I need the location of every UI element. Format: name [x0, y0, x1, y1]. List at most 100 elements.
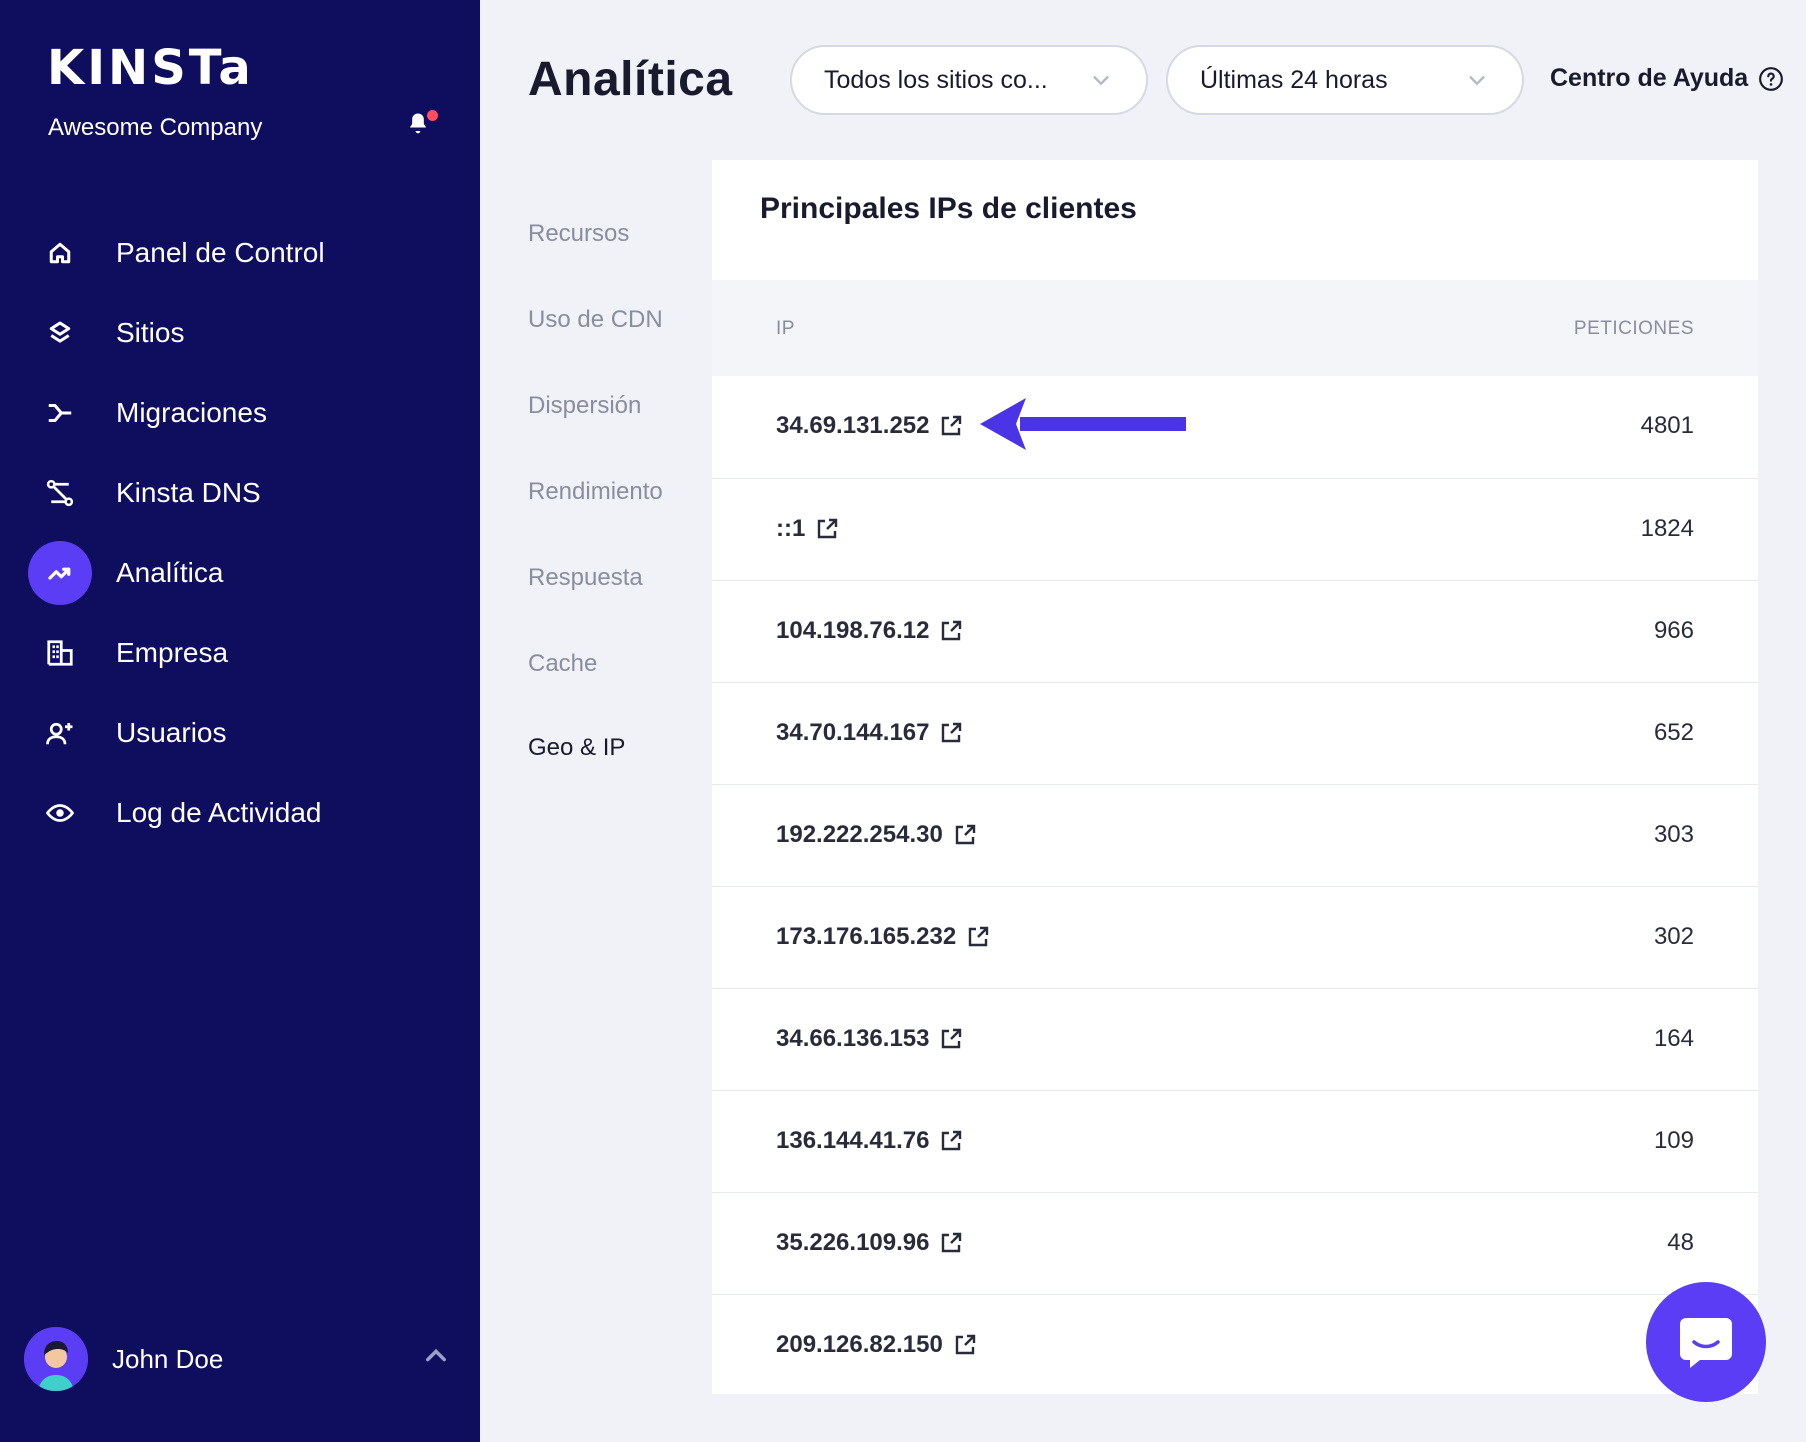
external-link-icon	[942, 1232, 962, 1253]
request-count: 303	[1653, 821, 1694, 848]
table-row: 34.70.144.167 652	[712, 682, 1758, 784]
sidebar: KINSTa Awesome Company Panel de Control …	[0, 0, 480, 1442]
chat-icon	[1680, 1318, 1732, 1368]
home-icon	[28, 221, 92, 285]
sidebar-item-label: Empresa	[116, 637, 229, 668]
ip-link[interactable]: 34.69.131.252	[776, 412, 963, 440]
sidebar-item-label: Analítica	[116, 557, 224, 588]
external-link-icon	[942, 722, 962, 743]
add-user-icon	[28, 701, 92, 765]
ip-address: 209.126.82.150	[776, 1331, 943, 1358]
sidebar-nav: Panel de Control Sitios Migraciones Kins…	[0, 213, 480, 853]
sidebar-item-usuarios[interactable]: Usuarios	[0, 693, 480, 773]
time-filter-dropdown[interactable]: Últimas 24 horas	[1166, 45, 1524, 115]
external-link-icon	[942, 415, 962, 436]
top-client-ips-card: Principales IPs de clientes IP PETICIONE…	[712, 160, 1758, 1394]
ip-table-body: 34.69.131.252 4801 ::1 1824 104.198.76.1…	[712, 376, 1758, 1396]
help-center-label: Centro de Ayuda	[1550, 64, 1749, 92]
table-row: 35.226.109.96 48	[712, 1192, 1758, 1294]
external-link-icon	[955, 1334, 976, 1355]
sidebar-item-label: Log de Actividad	[116, 797, 322, 828]
ip-link[interactable]: 209.126.82.150	[776, 1331, 977, 1359]
user-menu[interactable]: John Doe	[0, 1320, 480, 1400]
ip-link[interactable]: 34.70.144.167	[776, 719, 963, 747]
bell-icon[interactable]	[404, 110, 432, 138]
company-name[interactable]: Awesome Company	[48, 114, 263, 141]
table-row: 34.69.131.252 4801	[712, 376, 1758, 478]
column-header-requests: PETICIONES	[1573, 318, 1694, 339]
migrate-icon	[28, 381, 92, 445]
help-center-link[interactable]: Centro de Ayuda	[1550, 64, 1784, 93]
question-icon	[1759, 66, 1784, 91]
building-icon	[28, 621, 92, 685]
sidebar-item-log-de-actividad[interactable]: Log de Actividad	[0, 773, 480, 853]
eye-icon	[28, 781, 92, 845]
table-row: 192.222.254.30 303	[712, 784, 1758, 886]
table-row: ::1 1824	[712, 478, 1758, 580]
annotation-arrow-icon	[980, 398, 1186, 450]
kinsta-logo[interactable]: KINSTa	[47, 40, 254, 96]
request-count: 48	[1667, 1229, 1694, 1256]
subnav-cache[interactable]: Cache	[528, 650, 598, 677]
chevron-up-icon[interactable]	[422, 1342, 450, 1370]
chevron-down-icon	[1469, 76, 1485, 86]
external-link-icon	[968, 926, 989, 947]
sidebar-item-label: Migraciones	[116, 397, 267, 428]
ip-link[interactable]: 104.198.76.12	[776, 617, 963, 645]
request-count: 652	[1653, 719, 1694, 746]
table-row: 173.176.165.232 302	[712, 886, 1758, 988]
chevron-down-icon	[1093, 76, 1109, 86]
time-filter-value: Últimas 24 horas	[1200, 65, 1388, 94]
sidebar-item-analitica[interactable]: Analítica	[0, 533, 480, 613]
external-link-icon	[955, 824, 976, 845]
notification-dot	[427, 110, 438, 121]
chat-launcher-button[interactable]	[1646, 1282, 1766, 1402]
site-filter-dropdown[interactable]: Todos los sitios co...	[790, 45, 1148, 115]
request-count: 4801	[1640, 412, 1694, 439]
sidebar-item-panel-de-control[interactable]: Panel de Control	[0, 213, 480, 293]
subnav-dispersion[interactable]: Dispersión	[528, 392, 642, 419]
ip-address: 34.66.136.153	[776, 1025, 930, 1052]
sidebar-item-label: Usuarios	[116, 717, 227, 748]
sidebar-item-label: Sitios	[116, 317, 185, 348]
subnav-geo-ip[interactable]: Geo & IP	[528, 734, 626, 761]
ip-address: 34.69.131.252	[776, 412, 930, 439]
request-count: 966	[1653, 617, 1694, 644]
ip-link[interactable]: ::1	[776, 515, 839, 543]
table-row: 209.126.82.150	[712, 1294, 1758, 1396]
request-count: 302	[1653, 923, 1694, 950]
site-filter-value: Todos los sitios co...	[824, 65, 1048, 94]
subnav-uso-de-cdn[interactable]: Uso de CDN	[528, 306, 663, 333]
table-row: 34.66.136.153 164	[712, 988, 1758, 1090]
ip-link[interactable]: 192.222.254.30	[776, 821, 977, 849]
ip-address: 35.226.109.96	[776, 1229, 930, 1256]
ip-address: ::1	[776, 515, 806, 542]
sidebar-item-migraciones[interactable]: Migraciones	[0, 373, 480, 453]
ip-address: 34.70.144.167	[776, 719, 930, 746]
external-link-icon	[942, 1028, 962, 1049]
sidebar-item-sitios[interactable]: Sitios	[0, 293, 480, 373]
external-link-icon	[818, 518, 838, 539]
sidebar-item-kinsta-dns[interactable]: Kinsta DNS	[0, 453, 480, 533]
table-row: 136.144.41.76 109	[712, 1090, 1758, 1192]
sidebar-item-label: Kinsta DNS	[116, 477, 261, 508]
ip-address: 136.144.41.76	[776, 1127, 930, 1154]
subnav-recursos[interactable]: Recursos	[528, 220, 630, 247]
ip-link[interactable]: 35.226.109.96	[776, 1229, 963, 1257]
sidebar-item-empresa[interactable]: Empresa	[0, 613, 480, 693]
card-title: Principales IPs de clientes	[760, 192, 1137, 225]
request-count: 1824	[1640, 515, 1694, 542]
request-count: 164	[1653, 1025, 1694, 1052]
ip-link[interactable]: 136.144.41.76	[776, 1127, 963, 1155]
ip-link[interactable]: 34.66.136.153	[776, 1025, 963, 1053]
table-header: IP PETICIONES	[712, 280, 1758, 376]
external-link-icon	[942, 620, 962, 641]
user-name: John Doe	[112, 1344, 224, 1374]
subnav-respuesta[interactable]: Respuesta	[528, 564, 643, 591]
layers-icon	[28, 301, 92, 365]
ip-link[interactable]: 173.176.165.232	[776, 923, 990, 951]
column-header-ip: IP	[776, 318, 795, 339]
ip-address: 173.176.165.232	[776, 923, 957, 950]
subnav-rendimiento[interactable]: Rendimiento	[528, 478, 663, 505]
avatar	[24, 1327, 88, 1391]
